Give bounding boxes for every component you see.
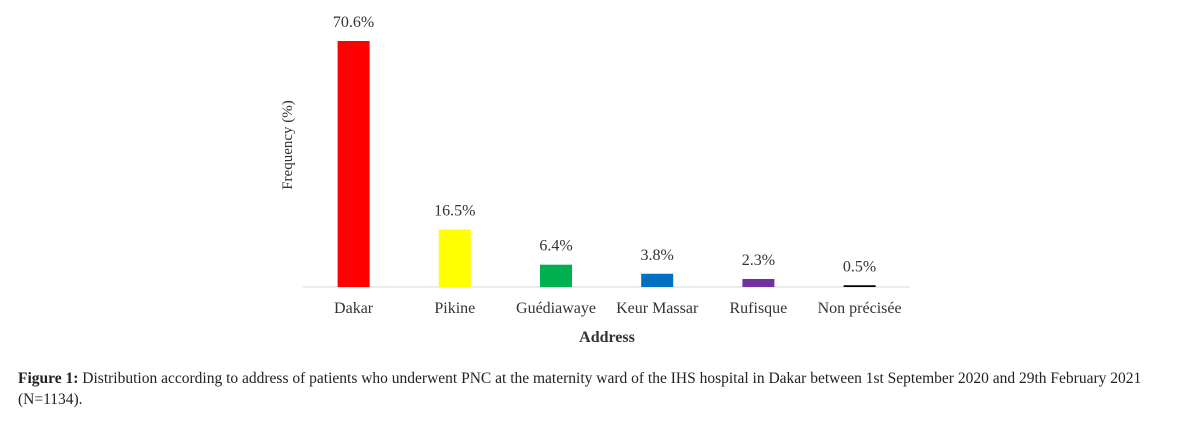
y-axis-label: Frequency (%) xyxy=(280,100,296,190)
bar xyxy=(438,229,471,287)
bar xyxy=(540,264,572,287)
x-tick-label: Pikine xyxy=(434,300,475,317)
data-label: 6.4% xyxy=(539,238,572,255)
caption-text: Distribution according to address of pat… xyxy=(18,370,1142,408)
data-label: 70.6% xyxy=(333,14,374,31)
x-tick-label: Keur Massar xyxy=(616,300,699,317)
x-axis-label: Address xyxy=(579,329,635,346)
bar xyxy=(843,285,876,287)
x-tick-label: Guédiawaye xyxy=(516,300,596,317)
caption-label: Figure 1: xyxy=(18,370,79,387)
x-tick-label: Dakar xyxy=(334,300,374,317)
x-tick-label: Non précisée xyxy=(818,300,902,317)
bar xyxy=(337,41,370,287)
data-label: 3.8% xyxy=(641,247,674,264)
bar xyxy=(641,273,674,287)
caption: Figure 1: Distribution according to addr… xyxy=(18,368,1198,410)
data-label: 16.5% xyxy=(434,203,475,220)
bar xyxy=(742,278,775,287)
data-label: 2.3% xyxy=(742,252,775,269)
chart: Frequency (%) Address 70.6% Dakar 16.5% Pik… xyxy=(280,14,910,346)
x-tick-label: Rufisque xyxy=(730,300,788,317)
data-label: 0.5% xyxy=(843,258,876,275)
